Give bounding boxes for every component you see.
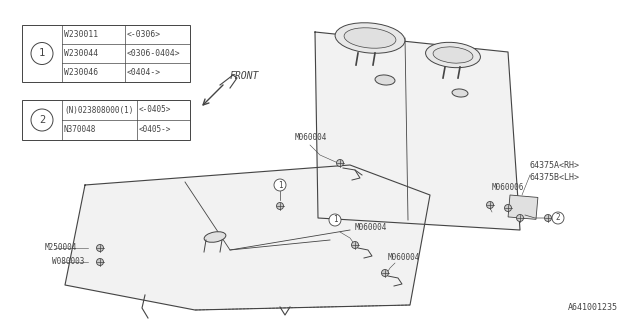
Ellipse shape [335, 23, 405, 53]
Text: <-0405>: <-0405> [139, 106, 172, 115]
Text: 64375B<LH>: 64375B<LH> [530, 172, 580, 181]
Ellipse shape [204, 232, 226, 242]
Ellipse shape [375, 75, 395, 85]
Ellipse shape [344, 28, 396, 48]
Circle shape [31, 109, 53, 131]
Text: M060004: M060004 [388, 253, 420, 262]
Circle shape [274, 179, 286, 191]
Polygon shape [315, 32, 520, 230]
Ellipse shape [452, 89, 468, 97]
Text: (N)023808000(1): (N)023808000(1) [64, 106, 133, 115]
Circle shape [97, 244, 104, 252]
Circle shape [516, 214, 524, 221]
Circle shape [486, 202, 493, 209]
Text: M250004: M250004 [45, 244, 77, 252]
Text: <0405->: <0405-> [139, 125, 172, 134]
Circle shape [351, 242, 358, 249]
Text: 2: 2 [556, 213, 560, 222]
Text: FRONT: FRONT [230, 71, 259, 81]
Ellipse shape [433, 47, 473, 63]
Text: W230011: W230011 [64, 30, 98, 39]
Circle shape [545, 214, 552, 221]
Circle shape [329, 214, 341, 226]
Text: 1: 1 [333, 215, 337, 225]
Circle shape [276, 203, 284, 210]
Text: <-0306>: <-0306> [127, 30, 161, 39]
Text: 2: 2 [39, 115, 45, 125]
Text: 1: 1 [39, 49, 45, 59]
Ellipse shape [426, 42, 481, 68]
Circle shape [381, 269, 388, 276]
Circle shape [504, 204, 511, 212]
Text: A641001235: A641001235 [568, 303, 618, 312]
Text: <0306-0404>: <0306-0404> [127, 49, 180, 58]
Circle shape [97, 259, 104, 266]
Text: M060004: M060004 [355, 223, 387, 233]
Text: W230046: W230046 [64, 68, 98, 77]
Text: 1: 1 [278, 180, 282, 189]
Text: M060004: M060004 [295, 133, 328, 142]
Text: W230044: W230044 [64, 49, 98, 58]
Circle shape [337, 159, 344, 166]
Text: W080003: W080003 [52, 258, 84, 267]
Circle shape [552, 212, 564, 224]
Polygon shape [65, 165, 430, 310]
Text: M060006: M060006 [492, 183, 524, 193]
Circle shape [31, 43, 53, 65]
Text: N370048: N370048 [64, 125, 97, 134]
Bar [22, 100, 190, 140]
Bar [508, 195, 538, 219]
Text: <0404->: <0404-> [127, 68, 161, 77]
Text: 64375A<RH>: 64375A<RH> [530, 161, 580, 170]
Bar [22, 25, 190, 82]
